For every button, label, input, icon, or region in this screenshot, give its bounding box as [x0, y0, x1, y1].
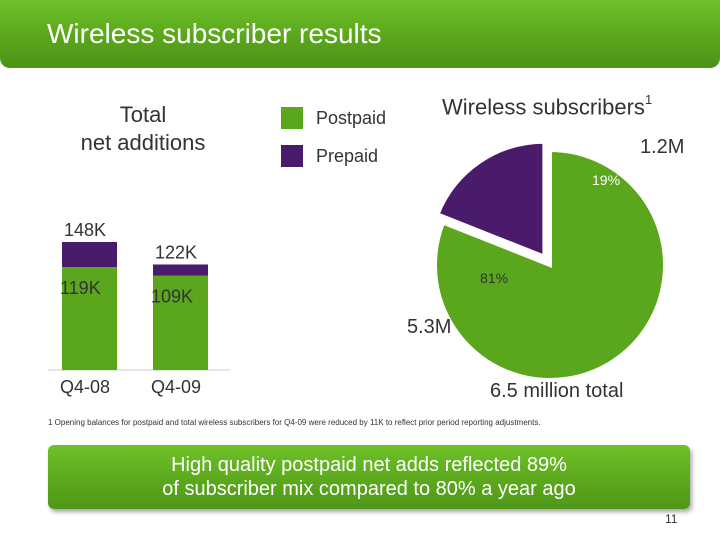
legend-swatch-postpaid [281, 107, 303, 129]
footnote: 1 Opening balances for postpaid and tota… [48, 418, 541, 427]
title-bar: Wireless subscriber results [0, 0, 720, 68]
pie-chart-heading: Wireless subscribers1 [442, 92, 653, 120]
bar-value-label-postpaid-q4-09: 109K [151, 287, 193, 307]
legend-swatch-prepaid [281, 145, 303, 167]
pie-total-label: 6.5 million total [490, 380, 623, 402]
bar-total-label-q4-08: 148K [64, 220, 106, 240]
bar-postpaid-q4-08 [62, 267, 117, 370]
callout-line-1: High quality postpaid net adds reflected… [171, 454, 567, 476]
bar-total-label-q4-09: 122K [155, 242, 197, 262]
page-number: 11 [665, 512, 678, 526]
bar-chart: 119K 148K Q4-08 109K 122K Q4-09 [48, 220, 230, 397]
page-title: Wireless subscriber results [47, 18, 382, 49]
pie-value-label-prepaid: 1.2M [640, 136, 684, 158]
bar-postpaid-q4-09 [153, 275, 208, 370]
bar-category-label-q4-08: Q4-08 [60, 377, 110, 397]
pie-slice-postpaid [433, 147, 667, 382]
pie-chart: 81% 5.3M 19% 1.2M 6.5 million total [407, 136, 684, 402]
pie-pct-label-prepaid: 19% [592, 172, 620, 188]
bar-prepaid-q4-08 [62, 242, 117, 268]
bar-chart-heading-line2: net additions [80, 130, 206, 155]
bar-category-label-q4-09: Q4-09 [151, 377, 201, 397]
bar-prepaid-q4-09 [153, 264, 208, 276]
pie-pct-label-postpaid: 81% [480, 270, 508, 286]
callout-box: High quality postpaid net adds reflected… [48, 445, 690, 509]
pie-value-label-postpaid: 5.3M [407, 316, 451, 338]
legend-label-prepaid: Prepaid [316, 146, 379, 166]
pie-slice-prepaid [434, 139, 547, 260]
pie-chart-heading-text: Wireless subscribers [442, 94, 645, 120]
callout-line-2: of subscriber mix compared to 80% a year… [162, 478, 576, 500]
bar-chart-heading: Total net additions [58, 101, 228, 157]
legend-label-postpaid: Postpaid [316, 108, 387, 128]
bar-value-label-postpaid-q4-08: 119K [60, 278, 101, 298]
pie-chart-footnote-marker: 1 [644, 92, 653, 107]
bar-chart-heading-line1: Total [119, 102, 167, 127]
